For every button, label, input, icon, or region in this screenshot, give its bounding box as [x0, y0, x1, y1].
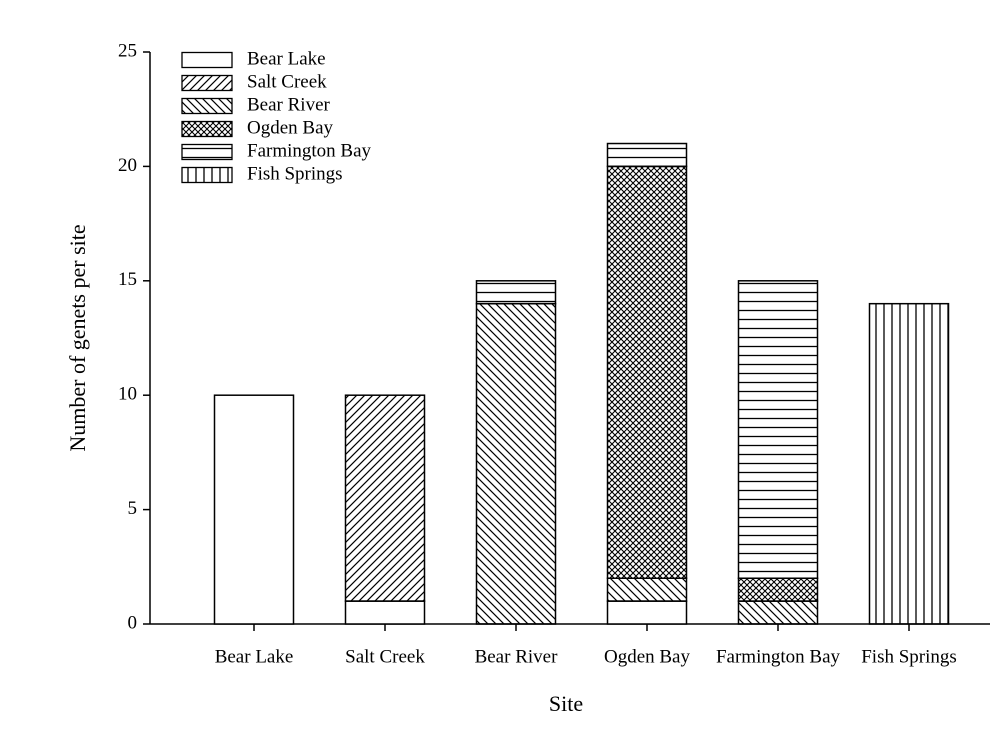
bar-segment [475, 302, 557, 625]
legend-swatch [181, 120, 233, 138]
bar-segment [737, 280, 819, 579]
y-tick-label: 25 [118, 40, 137, 61]
legend-swatch [181, 97, 233, 115]
bar-segment [868, 302, 950, 625]
x-tick-label: Salt Creek [345, 646, 425, 667]
y-axis-label: Number of genets per site [65, 224, 90, 451]
x-tick-label: Bear River [475, 646, 559, 667]
y-tick-label: 15 [118, 269, 137, 290]
x-tick-label: Fish Springs [861, 646, 957, 667]
x-tick-label: Ogden Bay [604, 646, 691, 667]
y-tick-label: 5 [128, 498, 138, 519]
y-tick-label: 10 [118, 384, 137, 405]
bar-segment [213, 394, 295, 625]
bar-segment [475, 280, 557, 305]
legend-label: Ogden Bay [247, 117, 334, 138]
y-tick-label: 20 [118, 155, 137, 176]
legend-label: Salt Creek [247, 71, 327, 92]
bar-segment [606, 600, 688, 625]
legend-label: Farmington Bay [247, 140, 372, 161]
legend-swatch [181, 166, 233, 184]
legend-label: Fish Springs [247, 163, 343, 184]
legend-swatch [181, 51, 233, 69]
y-tick-label: 0 [128, 612, 138, 633]
bar-segment [737, 577, 819, 602]
legend-swatch [181, 74, 233, 92]
x-axis-label: Site [549, 691, 583, 716]
bar-segment [606, 577, 688, 602]
legend-swatch [181, 143, 233, 161]
bar-segment [737, 600, 819, 625]
legend-label: Bear River [247, 94, 331, 115]
bar-segment [606, 142, 688, 168]
bar-segment [606, 165, 688, 579]
bar-segment [344, 600, 426, 625]
x-tick-label: Farmington Bay [716, 646, 841, 667]
x-tick-label: Bear Lake [215, 646, 294, 667]
bar-segment [344, 394, 426, 602]
legend-label: Bear Lake [247, 48, 326, 69]
